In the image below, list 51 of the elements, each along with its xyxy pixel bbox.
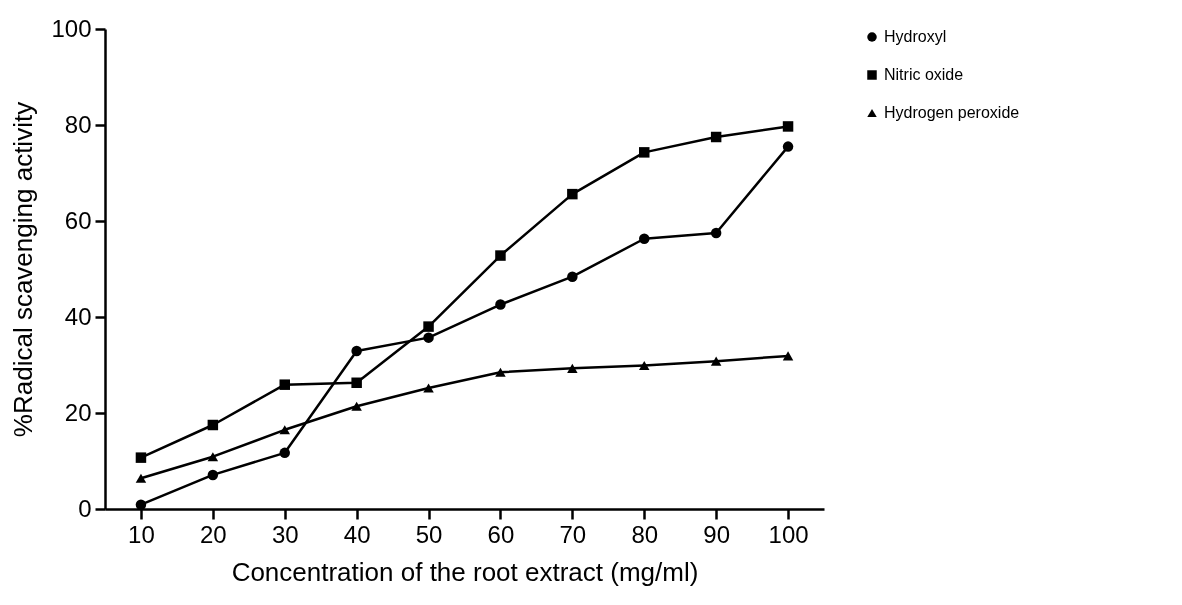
point — [135, 473, 147, 483]
x-axis-title: Concentration of the root extract (mg/ml) — [231, 556, 699, 587]
y-tick-label: 100 — [51, 14, 92, 42]
y-axis-title: %Radical scavenging activity — [8, 101, 39, 438]
y-tick-label: 0 — [78, 494, 92, 522]
x-tick-label: 80 — [631, 520, 659, 548]
point — [782, 141, 794, 152]
legend-label: Hydrogen peroxide — [884, 104, 1020, 121]
point — [495, 367, 506, 377]
point — [567, 271, 578, 282]
point — [710, 356, 722, 366]
point — [207, 452, 219, 462]
point — [351, 377, 362, 388]
x-tick-label: 100 — [768, 520, 809, 548]
point — [279, 379, 290, 390]
point — [639, 233, 650, 244]
x-tick-label: 90 — [703, 520, 730, 548]
point — [207, 469, 219, 481]
point — [423, 332, 434, 343]
point — [207, 419, 219, 431]
legend-label: Hydroxyl — [884, 28, 947, 45]
legend-label: Nitric oxide — [884, 66, 964, 83]
point — [782, 121, 794, 132]
point — [639, 147, 650, 158]
x-tick-label: 50 — [415, 520, 443, 548]
point — [495, 250, 506, 261]
point — [423, 321, 434, 332]
point — [279, 447, 290, 459]
point — [710, 131, 722, 143]
x-tick-label: 20 — [200, 520, 227, 548]
y-tick-label: 20 — [64, 398, 92, 426]
point — [495, 299, 506, 310]
y-tick-label: 40 — [64, 302, 92, 330]
point — [351, 401, 362, 411]
y-tick-label: 80 — [64, 110, 92, 138]
x-tick-label: 60 — [487, 520, 515, 548]
point — [567, 188, 578, 200]
x-tick-label: 30 — [271, 520, 299, 548]
point — [135, 452, 147, 463]
y-tick-label: 60 — [64, 206, 92, 234]
point — [423, 383, 434, 393]
point — [351, 345, 362, 357]
x-tick-label: 70 — [559, 520, 587, 548]
point — [135, 499, 147, 510]
x-tick-label: 10 — [128, 520, 155, 548]
point — [567, 363, 578, 373]
x-tick-label: 40 — [343, 520, 371, 548]
point — [782, 351, 794, 361]
point — [279, 425, 290, 435]
point — [710, 227, 722, 239]
point — [639, 360, 650, 371]
